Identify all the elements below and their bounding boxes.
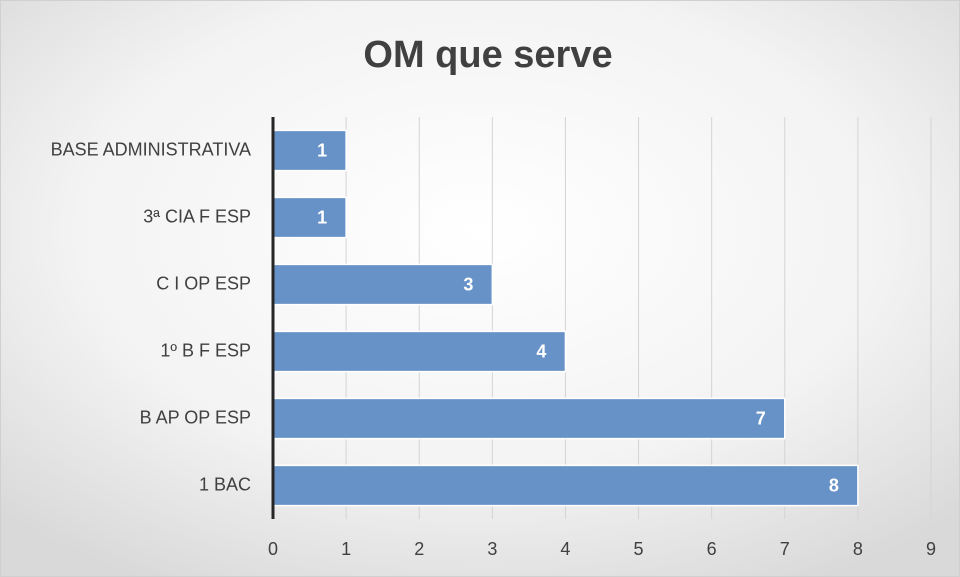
y-tick-label: BASE ADMINISTRATIVA [51, 139, 251, 159]
data-label: 1 [317, 140, 327, 160]
x-tick-label: 2 [414, 539, 424, 559]
y-tick-label: 1º B F ESP [160, 340, 251, 360]
chart-title: OM que serve [363, 34, 612, 76]
data-label: 8 [829, 475, 839, 495]
x-tick-label: 5 [634, 539, 644, 559]
x-tick-label: 8 [853, 539, 863, 559]
x-tick-label: 0 [268, 539, 278, 559]
bar [272, 397, 786, 440]
bar [272, 263, 494, 306]
x-tick-label: 4 [560, 539, 570, 559]
data-label: 4 [536, 341, 546, 361]
data-label: 7 [756, 408, 766, 428]
x-tick-label: 7 [780, 539, 790, 559]
y-tick-label: 3ª CIA F ESP [143, 206, 251, 226]
bar [272, 129, 347, 172]
data-label: 3 [463, 274, 473, 294]
y-tick-label: B AP OP ESP [140, 407, 251, 427]
y-tick-label: 1 BAC [199, 474, 251, 494]
x-tick-label: 6 [707, 539, 717, 559]
x-tick-label: 1 [341, 539, 351, 559]
data-label: 1 [317, 207, 327, 227]
x-tick-label: 9 [926, 539, 936, 559]
y-tick-label: C I OP ESP [156, 273, 251, 293]
bar [272, 196, 347, 239]
x-tick-label: 3 [487, 539, 497, 559]
bar [272, 464, 859, 507]
bar [272, 330, 567, 373]
